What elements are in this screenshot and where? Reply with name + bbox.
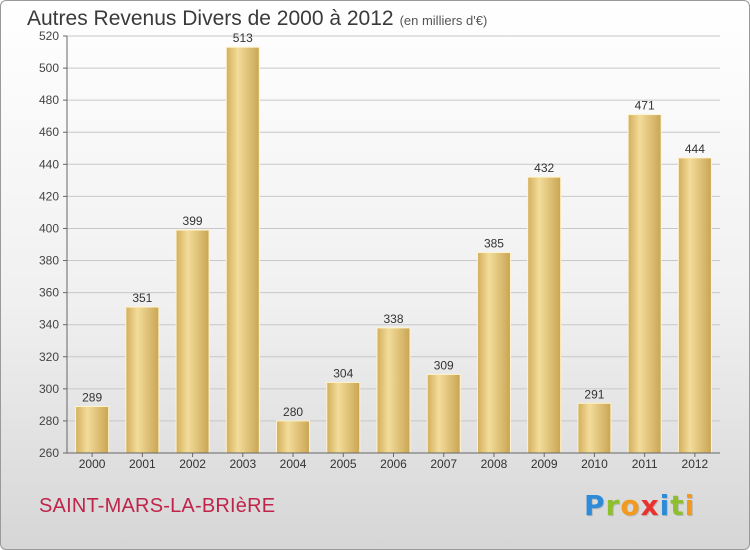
logo-letter: r <box>605 489 621 522</box>
y-tick-label: 320 <box>39 350 59 364</box>
chart-title: Autres Revenus Divers de 2000 à 2012 (en … <box>27 7 487 31</box>
x-tick-label: 2004 <box>280 457 307 471</box>
bar <box>677 157 712 454</box>
bar <box>326 381 361 454</box>
bar-value-label: 385 <box>484 237 504 251</box>
y-tick-label: 440 <box>39 157 59 171</box>
y-tick-label: 520 <box>39 29 59 43</box>
bar-value-label: 309 <box>434 358 454 372</box>
y-tick-label: 420 <box>39 189 59 203</box>
bar-value-label: 471 <box>635 99 655 113</box>
x-tick-label: 2009 <box>531 457 558 471</box>
bar-value-label: 432 <box>534 161 554 175</box>
y-tick-label: 500 <box>39 61 59 75</box>
proxiti-logo: Proxiti <box>584 489 695 522</box>
bar-value-label: 399 <box>183 214 203 228</box>
bar <box>627 114 662 454</box>
logo-letter: i <box>659 489 671 522</box>
bar-value-label: 289 <box>82 390 102 404</box>
logo-letter: i <box>684 489 696 522</box>
bar <box>225 46 260 454</box>
bar <box>376 327 411 454</box>
bar <box>476 252 511 454</box>
bar-value-label: 444 <box>685 142 705 156</box>
bar <box>276 420 311 454</box>
x-tick-label: 2001 <box>129 457 156 471</box>
chart-subtitle: (en milliers d'€) <box>399 13 488 28</box>
logo-letter: P <box>584 489 606 522</box>
bar <box>426 373 461 454</box>
place-name: SAINT-MARS-LA-BRIèRE <box>39 495 276 517</box>
x-tick-label: 2000 <box>79 457 106 471</box>
x-tick-label: 2007 <box>430 457 457 471</box>
logo-letter: t <box>670 489 685 522</box>
bars <box>75 46 712 454</box>
axes: 260 280 300 320 340 360 380 400 420 440 460 480 500 5… <box>39 29 720 471</box>
bar-value-label: 513 <box>233 31 253 45</box>
y-tick-label: 260 <box>39 446 59 460</box>
y-tick-label: 360 <box>39 286 59 300</box>
x-tick-label: 2003 <box>229 457 256 471</box>
x-tick-label: 2012 <box>682 457 709 471</box>
x-tick-label: 2005 <box>330 457 357 471</box>
y-tick-label: 300 <box>39 382 59 396</box>
bar <box>175 229 210 454</box>
bar <box>75 405 110 454</box>
bar-value-label: 280 <box>283 405 303 419</box>
y-tick-label: 480 <box>39 93 59 107</box>
bar-value-label: 304 <box>333 366 353 380</box>
chart-title-text: Autres Revenus Divers de 2000 à 2012 <box>27 7 394 30</box>
bar <box>577 402 612 454</box>
bar <box>527 176 562 454</box>
x-tick-label: 2011 <box>632 457 658 471</box>
x-tick-label: 2006 <box>380 457 407 471</box>
bar <box>125 306 160 454</box>
logo-letter: x <box>640 489 660 522</box>
bar-value-label: 338 <box>383 312 403 326</box>
y-tick-label: 400 <box>39 221 59 235</box>
x-tick-label: 2010 <box>581 457 608 471</box>
x-tick-label: 2002 <box>179 457 206 471</box>
labels: 289 351 399 513 280 304 338 309 385 432 291 471 444 <box>82 31 705 419</box>
y-tick-label: 460 <box>39 125 59 139</box>
bar-value-label: 351 <box>132 291 152 305</box>
y-tick-label: 340 <box>39 318 59 332</box>
y-tick-label: 280 <box>39 414 59 428</box>
logo-letter: o <box>620 489 641 522</box>
y-tick-label: 380 <box>39 254 59 268</box>
x-tick-label: 2008 <box>481 457 508 471</box>
bar-value-label: 291 <box>584 387 604 401</box>
